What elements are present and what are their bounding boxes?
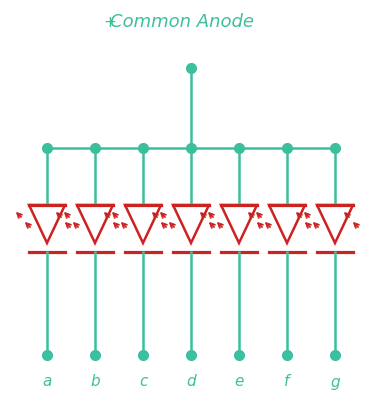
Text: f: f [284, 375, 290, 389]
Text: Common Anode: Common Anode [110, 13, 254, 31]
Text: d: d [186, 375, 196, 389]
Text: b: b [90, 375, 100, 389]
Text: c: c [139, 375, 147, 389]
Text: a: a [42, 375, 52, 389]
Text: g: g [330, 375, 340, 389]
Text: e: e [234, 375, 244, 389]
Text: +: + [104, 14, 116, 30]
